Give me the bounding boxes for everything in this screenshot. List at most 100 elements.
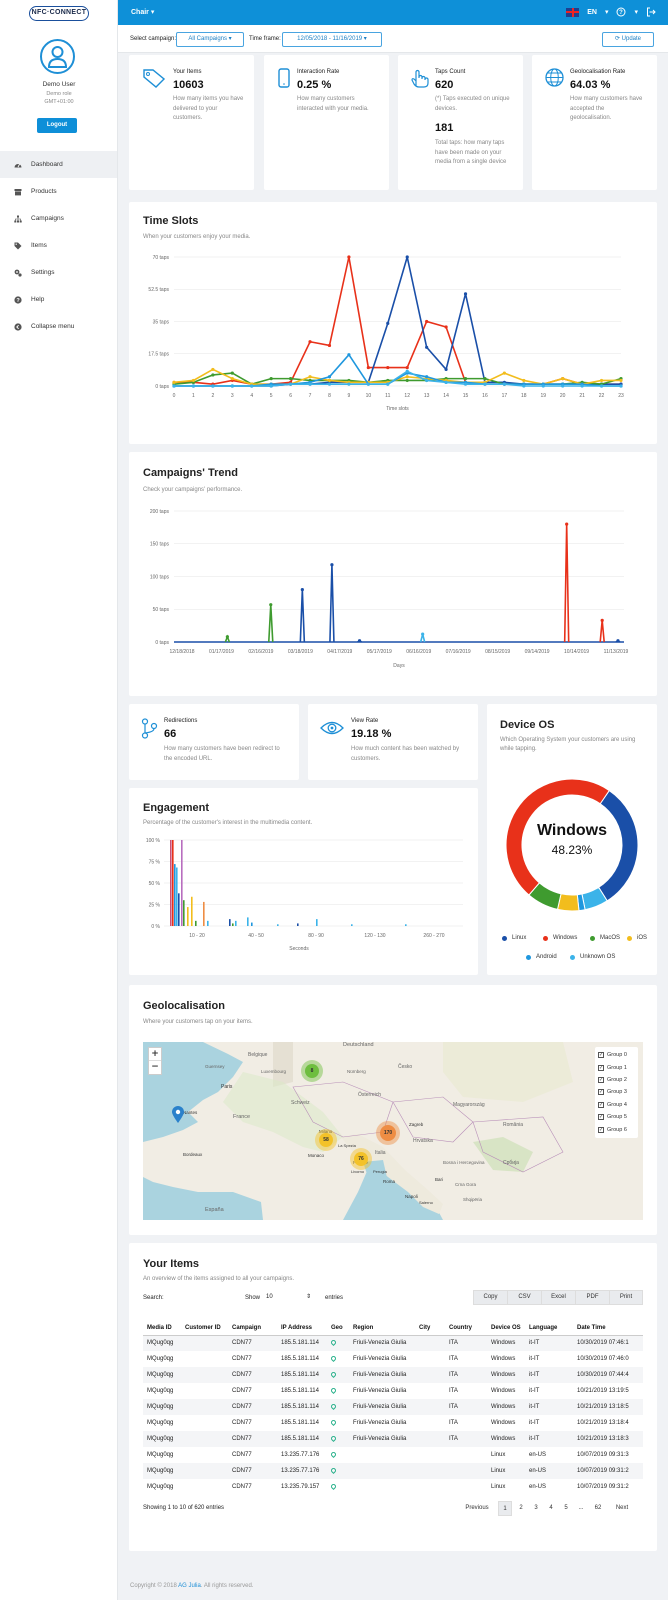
time-slots-chart[interactable]: 0 taps 17.5 taps 35 taps 52.5 taps 70 taps 0 1… (129, 202, 657, 444)
print-button[interactable]: Print (609, 1290, 643, 1305)
excel-button[interactable]: Excel (541, 1290, 576, 1305)
table-cell (415, 1367, 445, 1383)
map-cluster[interactable]: 76 (350, 1148, 372, 1170)
table-cell (181, 1335, 228, 1351)
page-button[interactable]: 3 (534, 1505, 538, 1511)
map-place-label: Shqipëria (463, 1197, 483, 1202)
layer-toggle[interactable]: ✓ Group 2 (598, 1074, 635, 1086)
legend-unknown[interactable]: Unknown OS (570, 954, 615, 960)
column-header[interactable]: Date Time (573, 1313, 643, 1336)
table-row[interactable]: MQug0qg CDN77 185.5.181.114 Friuli-Venezia … (143, 1431, 643, 1447)
previous-page-button[interactable]: Previous (465, 1505, 489, 1511)
search-input[interactable] (167, 1293, 227, 1304)
legend-ios[interactable]: iOS (627, 935, 647, 941)
table-row[interactable]: MQug0qg CDN77 185.5.181.114 Friuli-Venezia … (143, 1415, 643, 1431)
table-cell: it-IT (529, 1420, 540, 1426)
column-header[interactable]: Device OS (487, 1313, 525, 1336)
uk-flag-icon[interactable] (566, 7, 580, 17)
map-pin-icon[interactable] (329, 1450, 338, 1458)
map-layer-control: ✓ Group 0 ✓ Group 1 ✓ Group 2 ✓ Group 3 ✓ Gro… (595, 1047, 638, 1138)
map[interactable]: + − Belgique Luxembourg Deutschland Nürn… (143, 1042, 643, 1220)
layer-toggle[interactable]: ✓ Group 5 (598, 1111, 635, 1123)
page-button[interactable]: 1 (498, 1501, 512, 1516)
data-point (230, 377, 234, 381)
map-pin-icon[interactable] (329, 1434, 338, 1442)
page-button[interactable]: 4 (549, 1505, 553, 1511)
table-cell (327, 1463, 349, 1479)
avatar[interactable] (40, 39, 75, 74)
layer-toggle[interactable]: ✓ Group 0 (598, 1049, 635, 1061)
page-button[interactable]: 5 (564, 1505, 568, 1511)
map-pin-icon[interactable] (329, 1482, 338, 1490)
legend-windows[interactable]: Windows (543, 935, 577, 941)
sidebar-item-collapse[interactable]: Collapse menu (0, 313, 117, 340)
column-header[interactable]: City (415, 1313, 445, 1336)
page-size-select[interactable]: 10 ⇕ (263, 1292, 313, 1303)
product-selector[interactable]: Chair ▾ (131, 8, 154, 16)
table-body: MQug0qg CDN77 185.5.181.114 Friuli-Venezia … (143, 1335, 643, 1495)
table-row[interactable]: MQug0qg CDN77 13.235.79.157 Linux en-US 10/07… (143, 1479, 643, 1495)
sign-out-icon[interactable] (646, 7, 656, 17)
language-selector[interactable]: EN (587, 8, 597, 16)
engagement-chart[interactable]: 0 % 25 % 50 % 75 % 100 % 10 - 20 40 - 50 80 - 9… (129, 788, 478, 975)
table-row[interactable]: MQug0qg CDN77 185.5.181.114 Friuli-Venezia … (143, 1351, 643, 1367)
zoom-out-button[interactable]: − (151, 1062, 159, 1072)
device-os-donut[interactable] (487, 704, 657, 975)
map-cluster[interactable]: 58 (315, 1129, 337, 1151)
sidebar-item-campaigns[interactable]: Campaigns (0, 205, 117, 232)
column-header[interactable]: Customer ID (181, 1313, 228, 1336)
layer-toggle[interactable]: ✓ Group 3 (598, 1086, 635, 1098)
brand-logo[interactable]: NFC·CONNECT (29, 6, 89, 21)
layer-toggle[interactable]: ✓ Group 4 (598, 1099, 635, 1111)
pdf-button[interactable]: PDF (575, 1290, 610, 1305)
layer-toggle[interactable]: ✓ Group 1 (598, 1061, 635, 1073)
update-button[interactable]: ⟳ Update (602, 32, 654, 47)
campaign-dropdown[interactable]: All Campaigns ▾ (176, 32, 244, 47)
column-header[interactable]: Country (445, 1313, 487, 1336)
map-pin-icon[interactable] (329, 1402, 338, 1410)
layer-toggle[interactable]: ✓ Group 6 (598, 1123, 635, 1135)
sidebar-item-settings[interactable]: Settings (0, 259, 117, 286)
next-page-button[interactable]: Next (615, 1505, 629, 1511)
map-pin-icon[interactable] (329, 1418, 338, 1426)
map-pin-icon[interactable] (329, 1386, 338, 1394)
map-pin-icon[interactable] (329, 1354, 338, 1362)
copy-button[interactable]: Copy (473, 1290, 508, 1305)
map-place-label: Bordeaux (183, 1152, 203, 1157)
sidebar-item-dashboard[interactable]: Dashboard (0, 151, 117, 178)
csv-button[interactable]: CSV (507, 1290, 542, 1305)
logout-button[interactable]: Logout (37, 118, 77, 133)
column-header[interactable]: Media ID (143, 1313, 181, 1336)
column-header[interactable]: Region (349, 1313, 415, 1336)
legend-android[interactable]: Android (526, 954, 557, 960)
map-pin-icon[interactable] (329, 1466, 338, 1474)
column-header[interactable]: IP Address (277, 1313, 327, 1336)
zoom-in-button[interactable]: + (149, 1048, 161, 1061)
map-cluster[interactable]: 170 (376, 1121, 400, 1145)
table-row[interactable]: MQug0qg CDN77 185.5.181.114 Friuli-Venezia … (143, 1383, 643, 1399)
footer-company-link[interactable]: AG Julia (178, 1583, 201, 1589)
help-icon[interactable]: ? (616, 7, 626, 17)
sidebar-item-help[interactable]: ? Help (0, 286, 117, 313)
sidebar-item-products[interactable]: Products (0, 178, 117, 205)
map-marker-icon[interactable] (172, 1106, 184, 1124)
page-button[interactable]: 62 (594, 1505, 602, 1511)
table-row[interactable]: MQug0qg CDN77 185.5.181.114 Friuli-Venezia … (143, 1335, 643, 1351)
legend-linux[interactable]: Linux (502, 935, 526, 941)
table-row[interactable]: MQug0qg CDN77 13.235.77.176 Linux en-US 10/07… (143, 1463, 643, 1479)
timeframe-picker[interactable]: 12/05/2018 - 11/16/2019 ▾ (282, 32, 382, 47)
table-row[interactable]: MQug0qg CDN77 13.235.77.176 Linux en-US 10/07… (143, 1447, 643, 1463)
table-row[interactable]: MQug0qg CDN77 185.5.181.114 Friuli-Venezia … (143, 1399, 643, 1415)
column-header[interactable]: Campaign (228, 1313, 277, 1336)
map-cluster[interactable]: 8 (301, 1060, 323, 1082)
legend-macos[interactable]: MacOS (590, 935, 620, 941)
map-pin-icon[interactable] (329, 1338, 338, 1346)
page-button[interactable]: 2 (519, 1505, 523, 1511)
column-header[interactable]: Geo (327, 1313, 349, 1336)
campaigns-trend-chart[interactable]: 0 taps 50 taps 100 taps 150 taps 200 taps 12/… (129, 452, 657, 696)
column-header[interactable]: Language (525, 1313, 573, 1336)
table-row[interactable]: MQug0qg CDN77 185.5.181.114 Friuli-Venezia … (143, 1367, 643, 1383)
sidebar-item-items[interactable]: Items (0, 232, 117, 259)
map-pin-icon[interactable] (329, 1370, 338, 1378)
campaign-value: All Campaigns (188, 36, 227, 42)
